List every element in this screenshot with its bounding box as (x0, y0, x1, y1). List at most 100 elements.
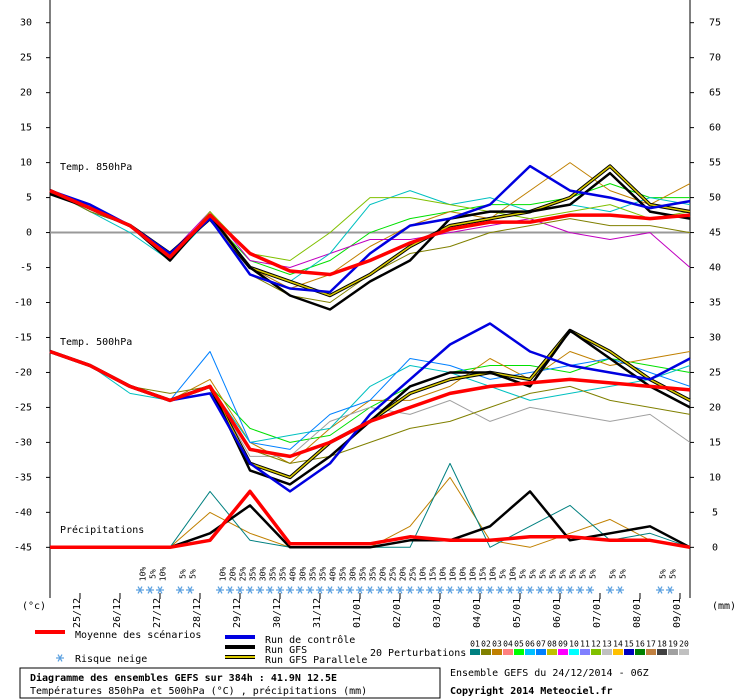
x-tick-label: 29/12 (232, 598, 243, 628)
snow-risk-label: 10% (459, 567, 468, 582)
copyright: Copyright 2014 Meteociel.fr (450, 685, 613, 697)
y-tick-label: -25 (14, 402, 32, 413)
snow-icon-stroke (427, 586, 433, 594)
y-tick-label: -30 (14, 437, 32, 448)
line (49, 164, 691, 294)
snow-risk-label: 20% (229, 567, 238, 582)
y2-tick-label: 45 (709, 228, 721, 239)
snow-icon-stroke (497, 586, 503, 594)
perturbation-number: 12 (591, 640, 601, 649)
perturbation-number: 04 (503, 640, 513, 649)
snow-risk-label: 5% (499, 569, 508, 579)
perturbation-number: 18 (657, 640, 667, 649)
snow-icon (496, 586, 504, 594)
snow-icon-stroke (377, 586, 383, 594)
x-tick-label: 01/01 (352, 598, 363, 628)
perturbation-number: 15 (624, 640, 634, 649)
legend-label: Run de contrôle (265, 634, 355, 646)
y-tick-label: 15 (20, 123, 32, 134)
snow-icon (416, 586, 424, 594)
snow-risk-label: 25% (239, 567, 248, 582)
perturbation-number: 09 (558, 640, 568, 649)
perturbation-number: 03 (492, 640, 502, 649)
perturbation-swatch (481, 649, 491, 655)
snow-icon (466, 586, 474, 594)
x-tick-label: 26/12 (112, 598, 123, 628)
y-tick-label: -15 (14, 332, 32, 343)
snow-icon (366, 586, 374, 594)
snow-risk-label: 35% (249, 567, 258, 582)
snow-risk-label: 10% (489, 567, 498, 582)
y2-tick-label: 25 (709, 367, 721, 378)
y-tick-label: 10 (20, 158, 32, 169)
snow-icon-stroke (447, 586, 453, 594)
y-tick-label: -40 (14, 507, 32, 518)
y-tick-label: -20 (14, 367, 32, 378)
perturbation-swatch (668, 649, 678, 655)
y2-tick-label: 70 (709, 53, 721, 64)
snow-risk-label: 25% (389, 567, 398, 582)
x-tick-label: 09/01 (672, 598, 683, 628)
snow-icon-stroke (437, 586, 443, 594)
snow-icon-stroke (367, 586, 373, 594)
snow-icon (246, 586, 254, 594)
y2-tick-label: 50 (709, 193, 721, 204)
snow-icon-stroke (547, 586, 553, 594)
annotation: Précipitations (60, 524, 144, 536)
snow-icon (606, 586, 614, 594)
snow-icon-stroke (297, 586, 303, 594)
perturbation-number: 07 (536, 640, 546, 649)
snow-icon (186, 586, 194, 594)
snow-risk-label: 35% (269, 567, 278, 582)
snow-risk-label: 10% (439, 567, 448, 582)
snow-icon-stroke (157, 586, 163, 594)
snow-icon-stroke (457, 586, 463, 594)
snow-icon-stroke (617, 586, 623, 594)
perturbation-number: 06 (525, 640, 535, 649)
y-tick-label: 25 (20, 53, 32, 64)
snow-icon (616, 586, 624, 594)
snow-icon (296, 586, 304, 594)
perturbation-swatch (679, 649, 689, 655)
snow-risk-label: 35% (279, 567, 288, 582)
snow-icon-stroke (567, 586, 573, 594)
perturbation-number: 16 (635, 640, 645, 649)
snow-icon-stroke (277, 586, 283, 594)
x-tick-label: 02/01 (392, 598, 403, 628)
snow-icon-stroke (487, 586, 493, 594)
perturbation-number: 17 (646, 640, 656, 649)
perturbation-swatch (646, 649, 656, 655)
y2-tick-label: 55 (709, 158, 721, 169)
title-box (19, 667, 441, 699)
snow-icon (576, 586, 584, 594)
snow-risk-label: 5% (519, 569, 528, 579)
snow-risk-label: 10% (469, 567, 478, 582)
chart-title: Diagramme des ensembles GEFS sur 384h : … (30, 672, 337, 684)
snow-icon (516, 586, 524, 594)
y2-tick-label: 40 (709, 263, 721, 274)
perturbation-swatch (503, 649, 513, 655)
snow-icon (346, 586, 354, 594)
y2-tick-label: 65 (709, 88, 721, 99)
snow-icon (226, 586, 234, 594)
legend-label: Run GFS Parallele (265, 655, 367, 666)
perturbation-swatch (657, 649, 667, 655)
snow-icon-stroke (137, 586, 143, 594)
perturbation-swatch (591, 649, 601, 655)
perturbation-swatch (613, 649, 623, 655)
y2-tick-label: 60 (709, 123, 721, 134)
y-tick-label: 20 (20, 88, 32, 99)
perturbation-legend-label: 20 Perturbations (370, 648, 466, 659)
snow-icon-stroke (417, 586, 423, 594)
snow-risk-label: 40% (329, 567, 338, 582)
line (49, 349, 691, 459)
snow-icon-stroke (397, 586, 403, 594)
y-axis-label: (°c) (22, 601, 46, 612)
snow-risk-label: 35% (359, 567, 368, 582)
snow-icon (256, 586, 264, 594)
x-tick-label: 28/12 (192, 598, 203, 628)
snow-icon (356, 586, 364, 594)
snow-icon (236, 586, 244, 594)
y-tick-label: -35 (14, 472, 32, 483)
